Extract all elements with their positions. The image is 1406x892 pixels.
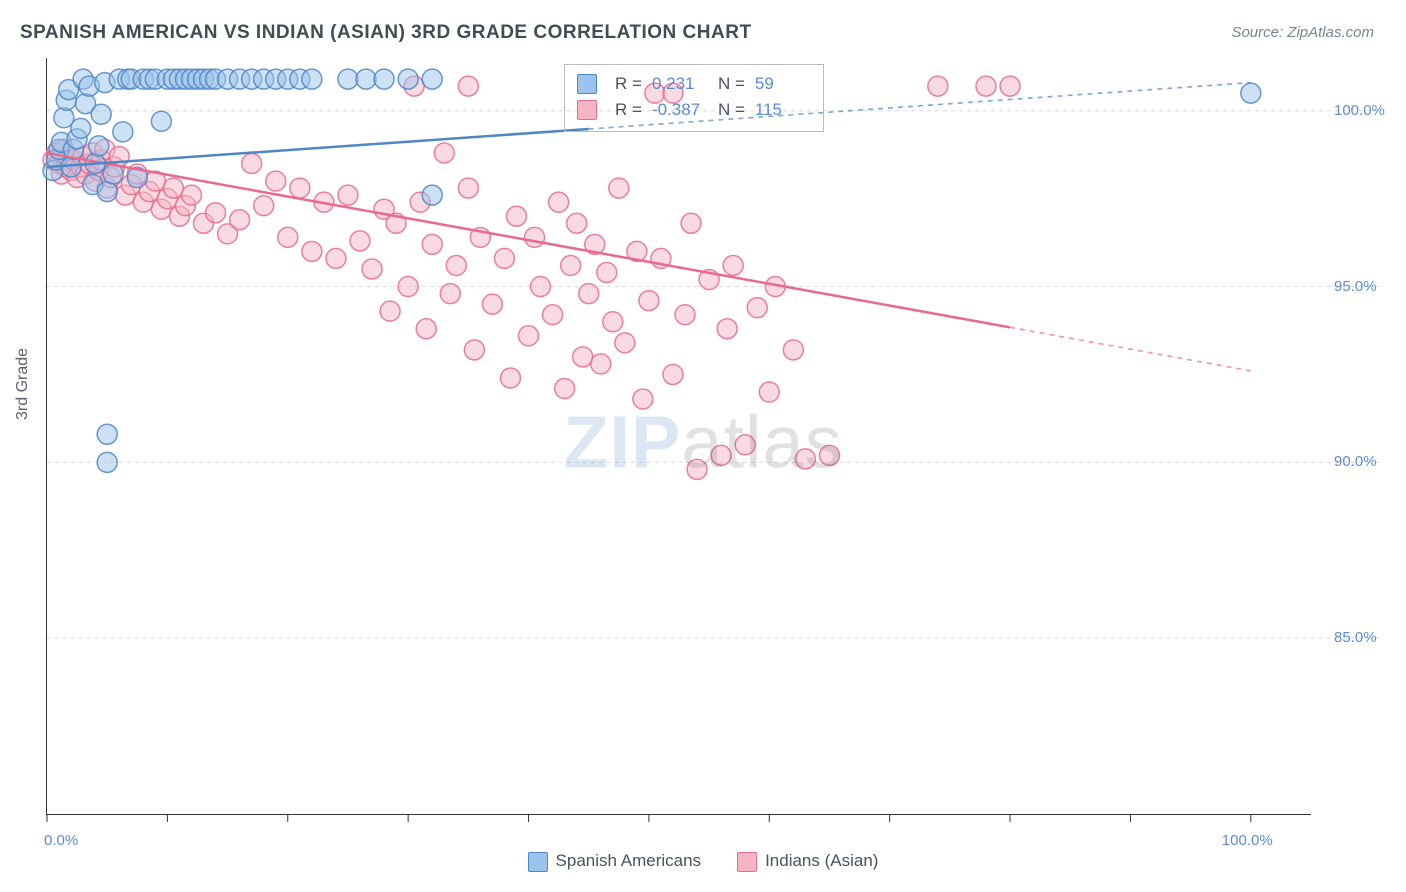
stat-legend-row: R = 0.231 N = 59 <box>577 71 811 97</box>
n-label: N = <box>718 71 745 97</box>
y-tick-label: 95.0% <box>1334 278 1377 295</box>
y-tick-label: 100.0% <box>1334 102 1385 119</box>
x-tick-label: 100.0% <box>1222 832 1273 849</box>
correlation-legend: R = 0.231 N = 59 R = -0.387 N = 115 <box>564 64 824 132</box>
plot-area <box>46 58 1311 815</box>
chart-title: SPANISH AMERICAN VS INDIAN (ASIAN) 3RD G… <box>20 22 752 44</box>
r-value: -0.387 <box>652 97 708 123</box>
legend-swatch-a <box>528 852 548 872</box>
legend-swatch-b <box>737 852 757 872</box>
y-axis-label: 3rd Grade <box>14 348 32 420</box>
series-legend: Spanish Americans Indians (Asian) <box>0 851 1406 872</box>
n-value: 59 <box>755 71 811 97</box>
legend-item-a: Spanish Americans <box>528 851 702 872</box>
stat-legend-row: R = -0.387 N = 115 <box>577 97 811 123</box>
y-tick-label: 90.0% <box>1334 453 1377 470</box>
r-label: R = <box>615 71 642 97</box>
plot-svg <box>47 58 1311 814</box>
y-tick-label: 85.0% <box>1334 629 1377 646</box>
stat-legend-swatch <box>577 100 597 120</box>
n-label: N = <box>718 97 745 123</box>
n-value: 115 <box>755 97 811 123</box>
legend-label-b: Indians (Asian) <box>765 851 878 870</box>
source-label: Source: ZipAtlas.com <box>1231 24 1374 41</box>
r-label: R = <box>615 97 642 123</box>
stat-legend-swatch <box>577 74 597 94</box>
x-tick-label: 0.0% <box>44 832 78 849</box>
legend-label-a: Spanish Americans <box>556 851 702 870</box>
legend-item-b: Indians (Asian) <box>737 851 878 872</box>
r-value: 0.231 <box>652 71 708 97</box>
